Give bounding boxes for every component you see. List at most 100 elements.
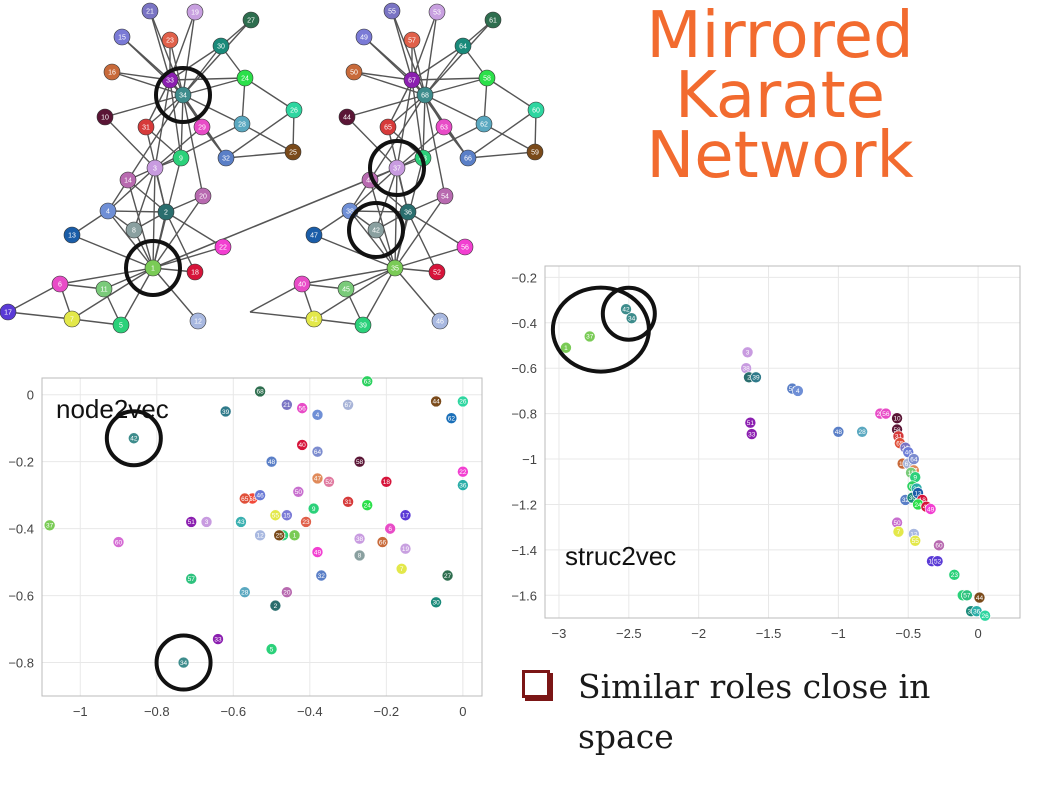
point-19: 19 — [399, 542, 412, 555]
graph-edge — [154, 79, 171, 169]
point-57: 57 — [185, 573, 198, 585]
svg-text:7: 7 — [70, 317, 74, 324]
x-tick-label: 0 — [974, 626, 981, 641]
graph-node-6: 6 — [51, 275, 69, 293]
svg-text:45: 45 — [342, 287, 350, 294]
highlight-ring — [347, 201, 405, 259]
graph-node-23: 23 — [161, 31, 179, 49]
point-37: 37 — [43, 519, 56, 532]
graph-edge — [225, 151, 294, 159]
svg-text:48: 48 — [835, 429, 843, 436]
svg-text:48: 48 — [268, 459, 276, 466]
graph-node-2: 2 — [157, 203, 175, 221]
svg-text:64: 64 — [314, 449, 322, 456]
svg-text:64: 64 — [459, 44, 467, 51]
x-tick-label: −2 — [691, 626, 706, 641]
svg-text:63: 63 — [440, 125, 448, 132]
svg-text:9: 9 — [179, 156, 183, 163]
highlight-ring — [154, 633, 213, 692]
svg-text:40: 40 — [299, 442, 307, 449]
slide-title: Mirrored Karate Network — [590, 4, 970, 188]
svg-text:8: 8 — [358, 553, 362, 560]
graph-node-5: 5 — [112, 316, 130, 334]
svg-text:37: 37 — [586, 334, 594, 341]
graph-edge — [391, 10, 413, 81]
svg-text:15: 15 — [118, 35, 126, 42]
svg-text:40: 40 — [298, 282, 306, 289]
svg-text:26: 26 — [981, 613, 989, 620]
x-tick-label: −1 — [73, 704, 88, 719]
graph-edge — [154, 126, 203, 169]
svg-text:39: 39 — [752, 375, 760, 382]
graph-node-67: 67 — [403, 71, 421, 89]
point-23: 23 — [300, 516, 312, 528]
graph-edge — [411, 45, 464, 81]
point-48: 48 — [832, 425, 845, 438]
graph-edge — [244, 77, 295, 111]
point-44: 44 — [430, 395, 442, 408]
svg-text:11: 11 — [100, 287, 107, 294]
point-37: 37 — [583, 330, 596, 343]
svg-text:8: 8 — [132, 228, 136, 235]
graph-edge — [353, 71, 413, 81]
graph-edge — [241, 123, 294, 153]
graph-node-44: 44 — [338, 108, 356, 126]
point-33: 33 — [745, 428, 758, 440]
graph-edge — [7, 283, 61, 313]
graph-edge — [394, 195, 446, 269]
point-67: 67 — [342, 398, 354, 411]
graph-edge — [152, 267, 199, 322]
graph-node-16: 16 — [103, 63, 121, 81]
point-55: 55 — [269, 509, 282, 522]
graph-node-36: 36 — [399, 203, 417, 221]
point-63: 63 — [361, 375, 374, 388]
point-57: 57 — [961, 589, 973, 602]
point-32: 32 — [315, 569, 328, 582]
svg-text:26: 26 — [459, 399, 467, 406]
y-tick-label: −0.2 — [8, 455, 34, 470]
svg-text:58: 58 — [356, 459, 364, 466]
point-18: 18 — [380, 475, 393, 488]
point-3: 3 — [741, 346, 754, 359]
svg-text:17: 17 — [402, 513, 410, 520]
y-tick-label: −0.8 — [8, 656, 34, 671]
struc2vec-scatter-chart: −3 −2.5 −2 −1.5 −1 −0.5 0 −0.2 −0.4 −0.6 −0.8 −1 −1.… — [511, 265, 1021, 641]
svg-text:65: 65 — [896, 440, 904, 447]
svg-text:68: 68 — [256, 389, 264, 396]
graph-edge — [362, 267, 396, 326]
bullet-checkbox-icon — [522, 670, 550, 698]
y-tick-label: 0 — [27, 388, 34, 403]
svg-text:13: 13 — [914, 490, 922, 497]
graph-edge — [411, 39, 426, 96]
highlight-ring — [550, 285, 651, 374]
svg-text:20: 20 — [199, 194, 207, 201]
svg-text:34: 34 — [180, 660, 188, 667]
point-40: 40 — [296, 439, 308, 451]
graph-node-68: 68 — [416, 86, 434, 104]
svg-text:42: 42 — [372, 228, 380, 235]
svg-text:52: 52 — [934, 559, 942, 566]
graph-node-9: 9 — [172, 149, 190, 167]
svg-text:4: 4 — [316, 412, 320, 419]
graph-edge — [313, 234, 396, 269]
graph-node-27: 27 — [242, 11, 260, 29]
graph-node-7: 7 — [63, 310, 81, 328]
point-21: 21 — [281, 398, 293, 411]
point-9: 9 — [307, 502, 320, 515]
svg-text:21: 21 — [146, 9, 154, 16]
graph-edge — [369, 94, 426, 181]
point-34: 34 — [625, 312, 638, 325]
graph-edge — [424, 45, 464, 96]
graph-edge — [104, 94, 184, 118]
svg-text:32: 32 — [318, 573, 326, 580]
svg-text:51: 51 — [188, 519, 196, 526]
svg-text:12: 12 — [910, 531, 918, 538]
graph-edges — [7, 10, 537, 326]
graph-edge — [407, 211, 438, 273]
graph-edge — [165, 211, 196, 273]
svg-text:61: 61 — [489, 18, 497, 25]
x-tick-label: −1 — [831, 626, 846, 641]
x-tick-label: 0 — [459, 704, 466, 719]
svg-text:36: 36 — [973, 608, 981, 615]
svg-text:56: 56 — [882, 411, 890, 418]
